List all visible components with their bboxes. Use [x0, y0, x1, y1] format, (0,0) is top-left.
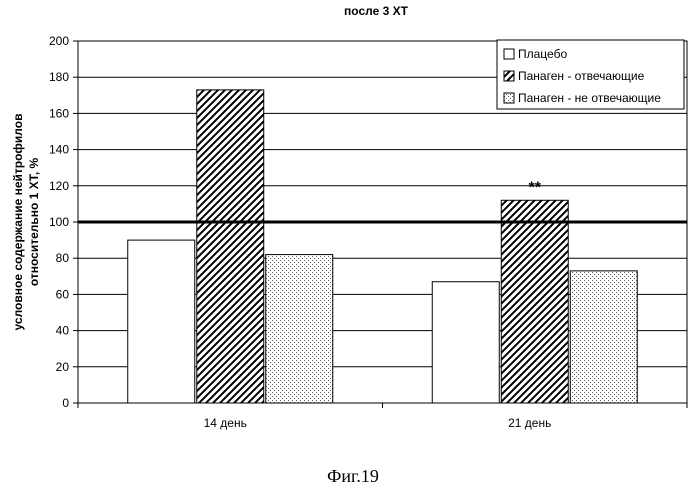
y-tick-label: 0 [62, 396, 69, 410]
y-tick-label: 200 [49, 34, 69, 48]
legend-label: Панаген - отвечающие [518, 69, 645, 83]
legend: Плацебо Панаген - отвечающие Панаген - не … [497, 40, 684, 109]
bar [501, 200, 568, 403]
y-axis-ticks: 0 20 40 60 80 100 120 140 160 180 200 [49, 34, 78, 410]
legend-swatch [504, 93, 514, 103]
y-axis-label-line1: условное содержание нейтрофилов [11, 114, 25, 331]
y-tick-label: 120 [49, 179, 69, 193]
bars [128, 90, 638, 403]
legend-label: Плацебо [518, 47, 567, 61]
x-tick-label: 21 день [508, 416, 551, 430]
bar [570, 271, 637, 403]
bar [432, 282, 499, 403]
legend-swatch [504, 71, 514, 81]
bar [128, 240, 195, 403]
annotations: ** [529, 179, 542, 196]
chart-title: после 3 ХТ [344, 4, 409, 18]
legend-label: Панаген - не отвечающие [518, 91, 661, 105]
bar [266, 255, 333, 403]
y-tick-label: 80 [56, 251, 70, 265]
y-tick-label: 100 [49, 215, 69, 229]
significance-annotation: ** [529, 179, 542, 196]
y-tick-label: 140 [49, 143, 69, 157]
y-axis-label-line2: относительно 1 ХТ, % [27, 158, 41, 287]
bar [197, 90, 264, 403]
y-tick-label: 60 [56, 287, 70, 301]
x-tick-label: 14 день [204, 416, 247, 430]
y-tick-label: 160 [49, 106, 69, 120]
y-tick-label: 40 [56, 324, 70, 338]
y-tick-label: 20 [56, 360, 70, 374]
figure-caption: Фиг.19 [327, 466, 379, 486]
y-tick-label: 180 [49, 70, 69, 84]
legend-swatch [504, 49, 514, 59]
x-axis-ticks: 14 день 21 день [78, 403, 687, 430]
